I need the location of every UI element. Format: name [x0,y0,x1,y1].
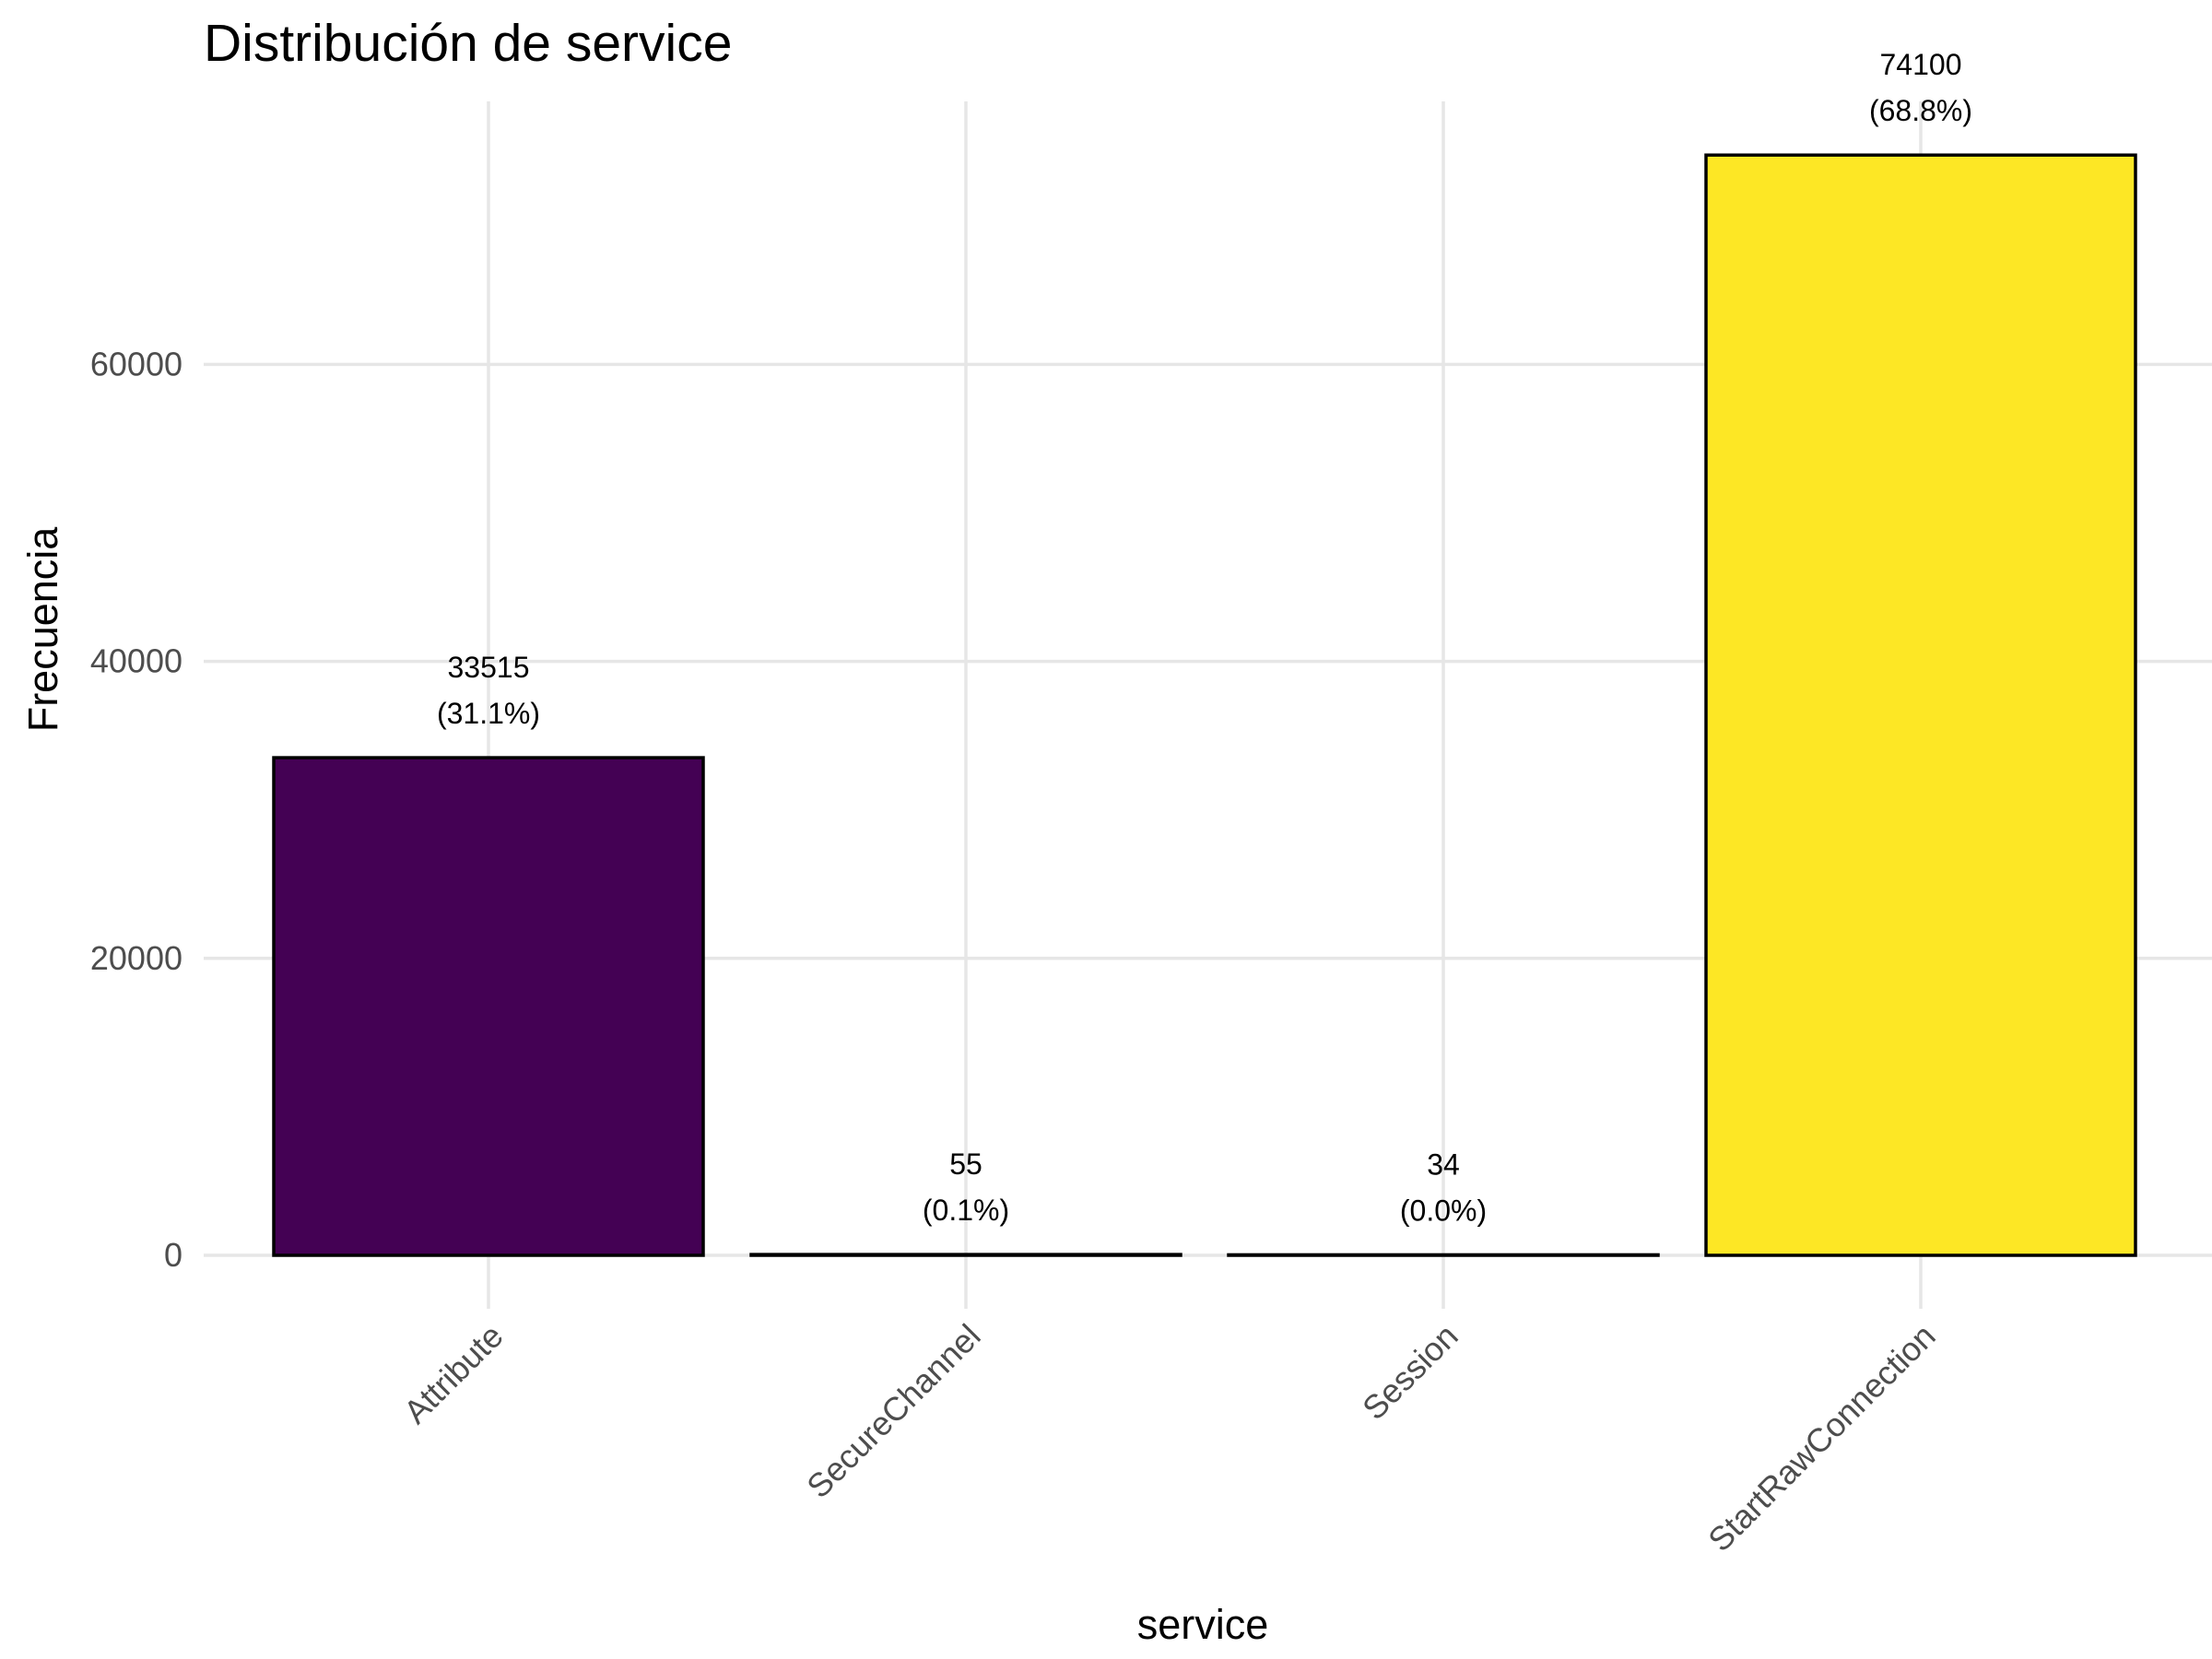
x-tick-label: Session [1355,1317,1465,1428]
x-tick-label: SecureChannel [799,1317,987,1505]
data-labels: 33515 (31.1%) 55 (0.1%) 34 (0.0%) 74100 (68.8%) [437,48,1972,1227]
bar-securechannel [749,1253,1182,1257]
bar-percent-label: (68.8%) [1869,94,1972,127]
y-tick-label: 20000 [90,939,182,977]
x-axis-title: service [1137,1601,1269,1648]
x-tick-label: StartRawConnection [1700,1317,1942,1559]
x-tick-label: Attribute [396,1317,511,1431]
bar-count-label: 34 [1427,1147,1460,1181]
y-tick-label: 0 [164,1236,182,1274]
chart-title: Distribución de service [204,14,732,73]
bar-count-label: 74100 [1880,48,1962,81]
bar-count-label: 33515 [448,651,530,684]
bar-count-label: 55 [949,1147,982,1181]
y-axis-ticks: 0 20000 40000 60000 [90,345,182,1274]
bar-percent-label: (31.1%) [437,697,540,730]
bar-percent-label: (0.0%) [1400,1194,1487,1227]
y-tick-label: 40000 [90,642,182,680]
y-tick-label: 60000 [90,345,182,382]
x-axis-ticks: Attribute SecureChannel Session StartRawCon… [396,1317,1943,1559]
bar-startrawconnection [1704,153,2137,1257]
y-axis-title: Frecuencia [19,526,66,733]
bar-session [1227,1253,1660,1257]
bar-percent-label: (0.1%) [923,1194,1009,1227]
bars [272,153,2137,1257]
bar-attribute [272,756,705,1257]
